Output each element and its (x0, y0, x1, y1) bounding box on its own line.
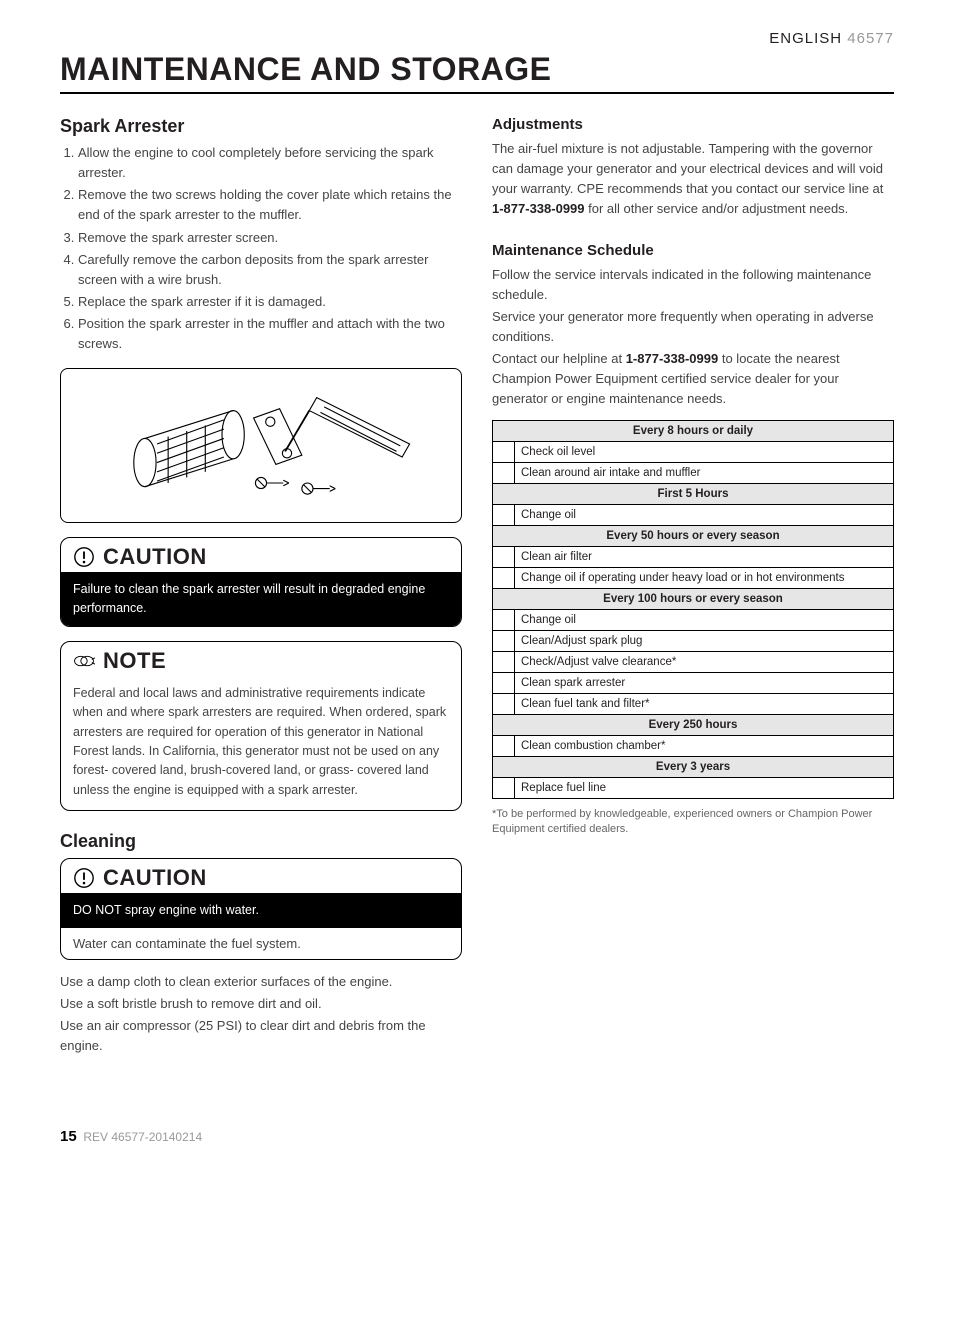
table-spacer-cell (493, 693, 515, 714)
schedule-heading: Maintenance Schedule (492, 242, 894, 259)
table-item-cell: Clean spark arrester (515, 672, 894, 693)
spark-arrester-steps: Allow the engine to cool completely befo… (60, 143, 462, 354)
caution-white-2: Water can contaminate the fuel system. (61, 928, 461, 959)
table-item-cell: Change oil if operating under heavy load… (515, 567, 894, 588)
table-spacer-cell (493, 546, 515, 567)
table-spacer-cell (493, 504, 515, 525)
table-spacer-cell (493, 567, 515, 588)
spark-arrester-heading: Spark Arrester (60, 116, 462, 137)
table-spacer-cell (493, 441, 515, 462)
schedule-intro-3: Contact our helpline at 1-877-338-0999 t… (492, 349, 894, 409)
left-column: Spark Arrester Allow the engine to cool … (60, 116, 462, 1058)
table-group-header: Every 8 hours or daily (493, 420, 894, 441)
table-spacer-cell (493, 609, 515, 630)
table-item-cell: Change oil (515, 504, 894, 525)
cleaning-body-1: Use a damp cloth to clean exterior surfa… (60, 972, 462, 992)
spark-arrester-figure (60, 368, 462, 523)
schedule-intro-1: Follow the service intervals indicated i… (492, 265, 894, 305)
cleaning-body-2: Use a soft bristle brush to remove dirt … (60, 994, 462, 1014)
list-item: Carefully remove the carbon deposits fro… (78, 250, 462, 290)
table-group-header: Every 3 years (493, 756, 894, 777)
table-item-cell: Clean combustion chamber* (515, 735, 894, 756)
caution-icon (73, 867, 95, 889)
caution-icon (73, 546, 95, 568)
adjustments-heading: Adjustments (492, 116, 894, 133)
table-item-cell: Replace fuel line (515, 777, 894, 798)
caution-header: CAUTION (61, 538, 461, 572)
right-column: Adjustments The air-fuel mixture is not … (492, 116, 894, 1058)
cleaning-body-3: Use an air compressor (25 PSI) to clear … (60, 1016, 462, 1056)
spark-arrester-svg (71, 379, 451, 509)
table-spacer-cell (493, 735, 515, 756)
table-item-cell: Clean/Adjust spark plug (515, 630, 894, 651)
adjustments-phone: 1-877-338-0999 (492, 201, 585, 216)
table-group-header: Every 100 hours or every season (493, 588, 894, 609)
rev-label: REV 46577-20140214 (83, 1130, 202, 1144)
list-item: Replace the spark arrester if it is dama… (78, 292, 462, 312)
list-item: Position the spark arrester in the muffl… (78, 314, 462, 354)
schedule-footnote: *To be performed by knowledgeable, exper… (492, 807, 894, 838)
table-spacer-cell (493, 777, 515, 798)
note-body: Federal and local laws and administrativ… (61, 676, 461, 810)
caution-label: CAUTION (103, 544, 207, 570)
table-group-header: Every 250 hours (493, 714, 894, 735)
schedule-intro-2: Service your generator more frequently w… (492, 307, 894, 347)
list-item: Remove the spark arrester screen. (78, 228, 462, 248)
adjustments-post: for all other service and/or adjustment … (585, 201, 849, 216)
table-item-cell: Change oil (515, 609, 894, 630)
language-label: ENGLISH (769, 30, 842, 47)
note-label: NOTE (103, 648, 166, 674)
caution-label-2: CAUTION (103, 865, 207, 891)
table-spacer-cell (493, 630, 515, 651)
maintenance-table: Every 8 hours or dailyCheck oil levelCle… (492, 420, 894, 799)
caution-callout-1: CAUTION Failure to clean the spark arres… (60, 537, 462, 627)
list-item: Remove the two screws holding the cover … (78, 185, 462, 225)
page-title: MAINTENANCE AND STORAGE (60, 51, 894, 94)
caution-text: Failure to clean the spark arrester will… (61, 572, 461, 626)
table-item-cell: Clean fuel tank and filter* (515, 693, 894, 714)
content-columns: Spark Arrester Allow the engine to cool … (60, 116, 894, 1058)
table-item-cell: Clean around air intake and muffler (515, 462, 894, 483)
caution-black-2: DO NOT spray engine with water. (61, 893, 461, 928)
note-icon (73, 650, 95, 672)
table-spacer-cell (493, 651, 515, 672)
adjustments-pre: The air-fuel mixture is not adjustable. … (492, 141, 883, 196)
schedule-intro3-pre: Contact our helpline at (492, 351, 626, 366)
page-number: 15 (60, 1128, 77, 1145)
table-item-cell: Check/Adjust valve clearance* (515, 651, 894, 672)
table-group-header: Every 50 hours or every season (493, 525, 894, 546)
caution-callout-2: CAUTION DO NOT spray engine with water. … (60, 858, 462, 960)
part-number: 46577 (847, 30, 894, 47)
table-spacer-cell (493, 672, 515, 693)
note-header: NOTE (61, 642, 461, 676)
table-item-cell: Clean air filter (515, 546, 894, 567)
note-callout: NOTE Federal and local laws and administ… (60, 641, 462, 811)
caution-header-2: CAUTION (61, 859, 461, 893)
adjustments-body: The air-fuel mixture is not adjustable. … (492, 139, 894, 220)
table-item-cell: Check oil level (515, 441, 894, 462)
page-footer: 15 REV 46577-20140214 (60, 1128, 894, 1145)
list-item: Allow the engine to cool completely befo… (78, 143, 462, 183)
schedule-intro3-phone: 1-877-338-0999 (626, 351, 719, 366)
cleaning-heading: Cleaning (60, 831, 462, 852)
table-group-header: First 5 Hours (493, 483, 894, 504)
header-meta: ENGLISH 46577 (60, 30, 894, 47)
table-spacer-cell (493, 462, 515, 483)
